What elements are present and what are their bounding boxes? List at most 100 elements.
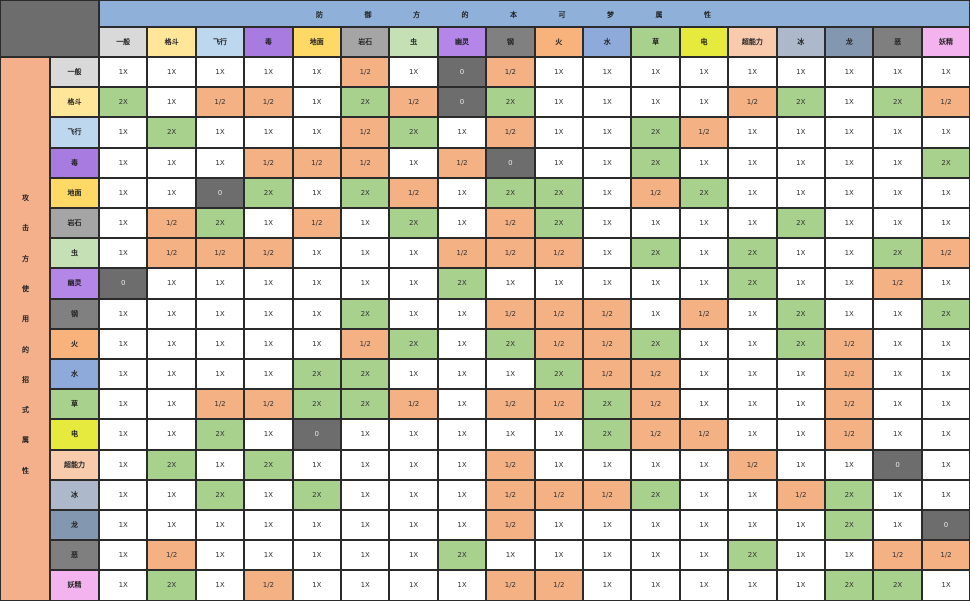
effectiveness-cell: 1X [534,87,583,118]
effectiveness-cell: 1X [873,57,922,88]
defense-type-header: 妖精 [921,27,970,57]
effectiveness-cell: 1/2 [486,479,535,510]
effectiveness-cell: 1X [776,419,825,450]
defense-type-header: 虫 [389,27,438,57]
effectiveness-cell: 1/2 [195,238,245,269]
defense-band-char: 可 [558,11,566,19]
effectiveness-cell: 1X [583,87,632,118]
effectiveness-cell: 2X [873,238,922,269]
effectiveness-cell: 1/2 [534,479,583,510]
effectiveness-cell: 2X [389,328,438,359]
effectiveness-cell: 2X [147,570,196,601]
effectiveness-cell: 2X [195,479,245,510]
effectiveness-cell: 1X [437,510,487,541]
effectiveness-cell: 1/2 [147,238,196,269]
effectiveness-cell: 1X [99,449,148,480]
effectiveness-cell: 1/2 [437,238,487,269]
attack-type-header: 幽灵 [50,268,99,299]
effectiveness-cell: 1/2 [486,570,535,601]
defense-type-band: 防御方的本可梦属性 [99,0,970,27]
effectiveness-cell: 1/2 [486,449,535,480]
effectiveness-cell: 1X [679,570,729,601]
effectiveness-cell: 1/2 [147,208,196,239]
attack-type-header: 飞行 [50,117,99,148]
effectiveness-cell: 1X [195,510,245,541]
effectiveness-cell: 1X [437,389,487,420]
effectiveness-cell: 1X [244,208,293,239]
effectiveness-cell: 1X [195,570,245,601]
effectiveness-cell: 1X [825,449,874,480]
effectiveness-cell: 1/2 [486,238,535,269]
effectiveness-cell: 1X [921,57,970,88]
effectiveness-cell: 2X [825,479,874,510]
effectiveness-cell: 0 [99,268,148,299]
effectiveness-cell: 1X [195,328,245,359]
effectiveness-cell: 1X [147,147,196,178]
effectiveness-cell: 1/2 [195,87,245,118]
effectiveness-cell: 1X [534,510,583,541]
effectiveness-cell: 1X [631,298,680,329]
defense-band-char: 属 [655,11,663,19]
defense-type-header: 格斗 [147,27,196,57]
effectiveness-cell: 1X [341,510,390,541]
effectiveness-cell: 2X [583,419,632,450]
attack-band-char: 属 [22,436,29,445]
attack-type-header: 电 [50,419,99,450]
effectiveness-cell: 1X [776,57,825,88]
effectiveness-cell: 1X [292,57,341,88]
effectiveness-cell: 2X [147,449,196,480]
effectiveness-cell: 1X [341,540,390,571]
effectiveness-cell: 0 [486,147,535,178]
effectiveness-cell: 1X [99,117,148,148]
effectiveness-cell: 1/2 [244,238,293,269]
effectiveness-cell: 1X [389,359,438,390]
attack-type-header: 格斗 [50,87,99,118]
effectiveness-cell: 1X [631,570,680,601]
effectiveness-cell: 1X [437,570,487,601]
effectiveness-cell: 1X [195,359,245,390]
defense-type-header: 毒 [244,27,293,57]
effectiveness-cell: 1X [631,540,680,571]
effectiveness-cell: 1X [776,117,825,148]
effectiveness-cell: 1/2 [244,147,293,178]
effectiveness-cell: 2X [921,298,970,329]
effectiveness-cell: 1X [583,208,632,239]
effectiveness-cell: 2X [389,208,438,239]
effectiveness-cell: 2X [244,177,293,208]
effectiveness-cell: 1X [437,117,487,148]
attack-type-header: 火 [50,328,99,359]
defense-type-header: 钢 [486,27,535,57]
effectiveness-cell: 1X [728,147,777,178]
effectiveness-cell: 1X [195,147,245,178]
attack-band-char: 击 [22,224,29,233]
effectiveness-cell: 2X [631,328,680,359]
effectiveness-cell: 2X [147,117,196,148]
effectiveness-cell: 1X [583,570,632,601]
effectiveness-cell: 1X [195,298,245,329]
effectiveness-cell: 1X [292,510,341,541]
effectiveness-cell: 1X [825,57,874,88]
effectiveness-cell: 1X [437,177,487,208]
effectiveness-cell: 1/2 [244,570,293,601]
effectiveness-cell: 2X [631,117,680,148]
effectiveness-cell: 1/2 [341,328,390,359]
effectiveness-cell: 1X [244,57,293,88]
effectiveness-cell: 2X [776,298,825,329]
effectiveness-cell: 1X [921,570,970,601]
effectiveness-cell: 1X [825,298,874,329]
effectiveness-cell: 1X [776,449,825,480]
defense-type-header: 飞行 [195,27,245,57]
effectiveness-cell: 1/2 [486,298,535,329]
effectiveness-cell: 1X [244,268,293,299]
effectiveness-cell: 2X [631,238,680,269]
effectiveness-cell: 1X [776,540,825,571]
effectiveness-cell: 2X [341,177,390,208]
effectiveness-cell: 1X [534,449,583,480]
effectiveness-cell: 2X [341,87,390,118]
effectiveness-cell: 0 [437,87,487,118]
effectiveness-cell: 1X [583,449,632,480]
effectiveness-cell: 2X [873,87,922,118]
effectiveness-cell: 1X [147,177,196,208]
effectiveness-cell: 1X [583,57,632,88]
effectiveness-cell: 1X [728,419,777,450]
